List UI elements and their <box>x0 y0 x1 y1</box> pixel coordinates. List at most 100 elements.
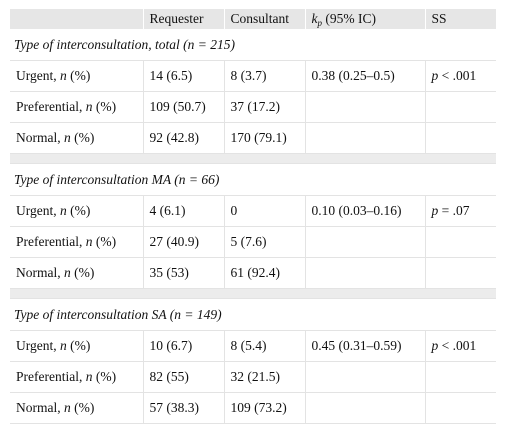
row-label-text: Urgent, <box>16 338 60 353</box>
row-label-n: n <box>85 234 93 249</box>
row-label-pct: (%) <box>92 234 117 249</box>
row-label: Urgent, n (%) <box>10 60 144 92</box>
row-label-text: Urgent, <box>16 203 60 218</box>
row-label-pct: (%) <box>70 400 95 415</box>
cell-ss-p: p <box>431 203 439 218</box>
cell-kappa <box>305 257 426 289</box>
cell-requester: 35 (53) <box>143 257 225 289</box>
header-kappa: kp (95% IC) <box>305 9 426 29</box>
section-header: Type of interconsultation, total (n = 21… <box>10 29 496 61</box>
cell-ss: p < .001 <box>425 60 496 92</box>
cell-ss <box>425 91 496 123</box>
row-label-n: n <box>60 68 67 83</box>
cell-requester: 82 (55) <box>143 361 225 393</box>
row-label-text: Preferential, <box>16 99 86 114</box>
row-label: Preferential, n (%) <box>10 361 144 393</box>
cell-consultant: 8 (5.4) <box>224 330 306 362</box>
header-kappa-ci: (95% IC) <box>322 10 376 26</box>
cell-kappa: 0.10 (0.03–0.16) <box>305 195 426 227</box>
cell-requester: 10 (6.7) <box>143 330 225 362</box>
header-requester: Requester <box>143 9 225 29</box>
table-row: Normal, n (%) 57 (38.3) 109 (73.2) <box>10 392 496 424</box>
row-label: Normal, n (%) <box>10 257 144 289</box>
table-row: Normal, n (%) 35 (53) 61 (92.4) <box>10 257 496 289</box>
cell-ss: p < .001 <box>425 330 496 362</box>
row-label-text: Normal, <box>16 265 64 280</box>
cell-consultant: 109 (73.2) <box>224 392 306 424</box>
row-label-n: n <box>60 203 67 218</box>
row-label-n: n <box>64 265 71 280</box>
section-divider <box>10 288 496 299</box>
row-label-pct: (%) <box>70 130 95 145</box>
row-label-text: Preferential, <box>16 234 86 249</box>
row-label-pct: (%) <box>92 369 117 384</box>
row-label-n: n <box>60 338 67 353</box>
table-row: Urgent, n (%) 10 (6.7) 8 (5.4) 0.45 (0.3… <box>10 330 496 362</box>
section-divider <box>10 153 496 164</box>
cell-requester: 27 (40.9) <box>143 226 225 258</box>
section-header: Type of interconsultation MA (n = 66) <box>10 163 496 196</box>
table-row: Preferential, n (%) 27 (40.9) 5 (7.6) <box>10 226 496 258</box>
cell-ss <box>425 226 496 258</box>
cell-requester: 4 (6.1) <box>143 195 225 227</box>
cell-requester: 109 (50.7) <box>143 91 225 123</box>
cell-requester: 57 (38.3) <box>143 392 225 424</box>
cell-kappa: 0.45 (0.31–0.59) <box>305 330 426 362</box>
table-row: Normal, n (%) 92 (42.8) 170 (79.1) <box>10 122 496 154</box>
row-label: Urgent, n (%) <box>10 330 144 362</box>
cell-kappa <box>305 226 426 258</box>
cell-kappa <box>305 122 426 154</box>
table-row: Urgent, n (%) 4 (6.1) 0 0.10 (0.03–0.16)… <box>10 195 496 227</box>
row-label: Normal, n (%) <box>10 392 144 424</box>
cell-kappa <box>305 91 426 123</box>
table-container: Requester Consultant kp (95% IC) SS Type… <box>10 9 496 424</box>
header-label <box>10 9 144 29</box>
table-row: Preferential, n (%) 82 (55) 32 (21.5) <box>10 361 496 393</box>
cell-ss <box>425 122 496 154</box>
row-label-pct: (%) <box>66 68 91 83</box>
cell-ss-value: = .07 <box>438 203 470 218</box>
cell-consultant: 61 (92.4) <box>224 257 306 289</box>
cell-consultant: 5 (7.6) <box>224 226 306 258</box>
interconsultation-table: Requester Consultant kp (95% IC) SS Type… <box>10 9 496 424</box>
row-label-n: n <box>64 130 71 145</box>
row-label-text: Normal, <box>16 130 64 145</box>
row-label-n: n <box>64 400 71 415</box>
header-kappa-subscript: p <box>317 17 323 28</box>
cell-consultant: 0 <box>224 195 306 227</box>
cell-consultant: 170 (79.1) <box>224 122 306 154</box>
cell-requester: 14 (6.5) <box>143 60 225 92</box>
cell-requester: 92 (42.8) <box>143 122 225 154</box>
row-label-pct: (%) <box>92 99 117 114</box>
row-label-pct: (%) <box>66 338 91 353</box>
row-label: Preferential, n (%) <box>10 91 144 123</box>
table-row: Preferential, n (%) 109 (50.7) 37 (17.2) <box>10 91 496 123</box>
section-title: Type of interconsultation SA (n = 149) <box>10 298 496 331</box>
row-label: Urgent, n (%) <box>10 195 144 227</box>
cell-kappa <box>305 392 426 424</box>
row-label-pct: (%) <box>66 203 91 218</box>
cell-ss <box>425 361 496 393</box>
cell-ss <box>425 392 496 424</box>
cell-ss-value: < .001 <box>438 68 477 83</box>
section-divider-cell <box>10 153 496 164</box>
row-label: Normal, n (%) <box>10 122 144 154</box>
row-label-text: Normal, <box>16 400 64 415</box>
row-label-pct: (%) <box>70 265 95 280</box>
header-row: Requester Consultant kp (95% IC) SS <box>10 9 496 29</box>
section-header: Type of interconsultation SA (n = 149) <box>10 298 496 331</box>
cell-consultant: 32 (21.5) <box>224 361 306 393</box>
row-label-n: n <box>85 369 93 384</box>
cell-ss <box>425 257 496 289</box>
table-row: Urgent, n (%) 14 (6.5) 8 (3.7) 0.38 (0.2… <box>10 60 496 92</box>
section-title: Type of interconsultation, total (n = 21… <box>10 29 496 61</box>
cell-consultant: 37 (17.2) <box>224 91 306 123</box>
cell-ss: p = .07 <box>425 195 496 227</box>
cell-consultant: 8 (3.7) <box>224 60 306 92</box>
cell-ss-value: < .001 <box>438 338 477 353</box>
section-title: Type of interconsultation MA (n = 66) <box>10 163 496 196</box>
row-label: Preferential, n (%) <box>10 226 144 258</box>
cell-ss-p: p <box>431 68 439 83</box>
row-label-text: Preferential, <box>16 369 86 384</box>
row-label-text: Urgent, <box>16 68 60 83</box>
